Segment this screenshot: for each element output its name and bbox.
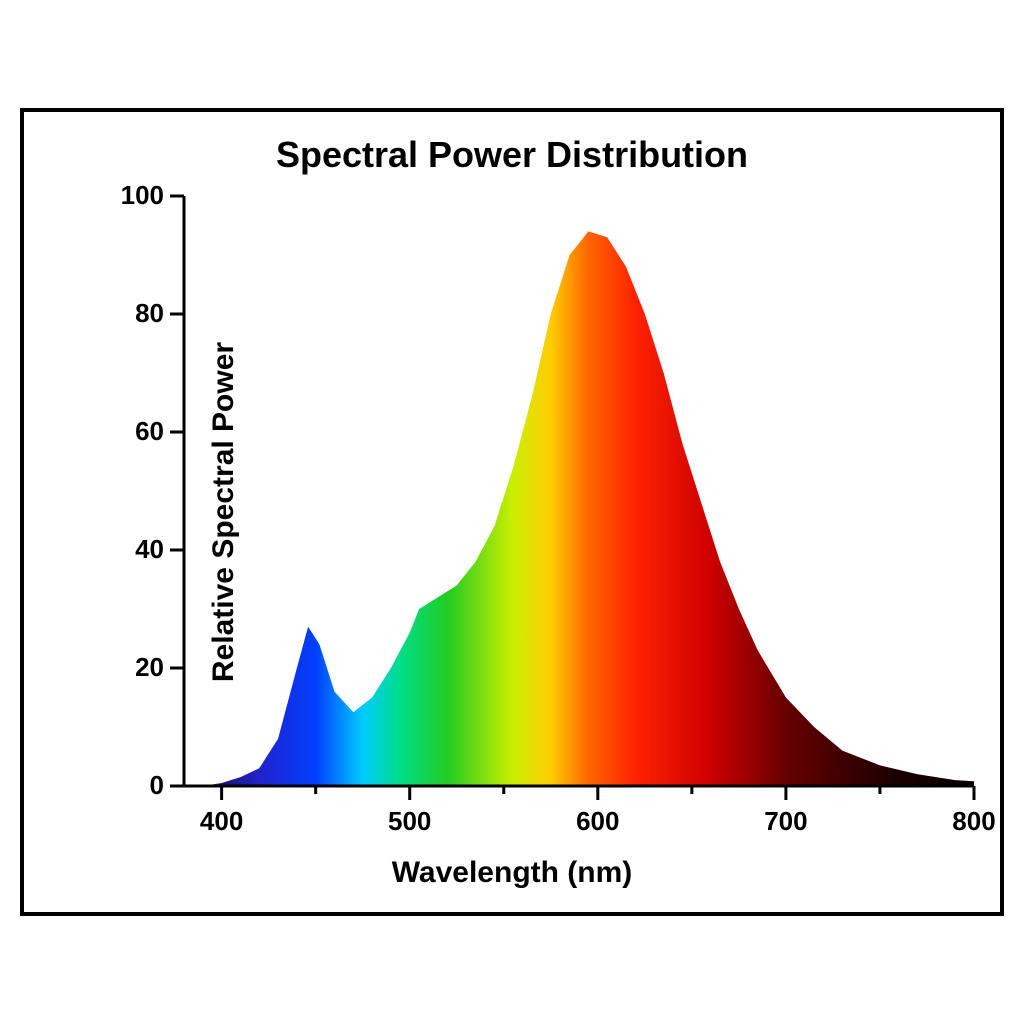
x-tick-label: 500 (370, 806, 450, 837)
x-tick-label: 400 (182, 806, 262, 837)
y-tick-label: 40 (104, 534, 164, 565)
y-tick-label: 20 (104, 652, 164, 683)
y-tick-label: 60 (104, 416, 164, 447)
y-tick-label: 80 (104, 298, 164, 329)
x-tick-label: 600 (558, 806, 638, 837)
spectral-area-chart (184, 196, 974, 786)
chart-title: Spectral Power Distribution (24, 134, 1000, 176)
x-tick-label: 700 (746, 806, 826, 837)
chart-frame: Spectral Power Distribution Relative Spe… (20, 108, 1004, 916)
y-tick-label: 0 (104, 770, 164, 801)
page-root: Spectral Power Distribution Relative Spe… (0, 0, 1024, 1024)
x-axis-label: Wavelength (nm) (24, 856, 1000, 890)
y-tick-label: 100 (104, 180, 164, 211)
spectral-area (184, 231, 974, 786)
x-tick-label: 800 (934, 806, 1014, 837)
